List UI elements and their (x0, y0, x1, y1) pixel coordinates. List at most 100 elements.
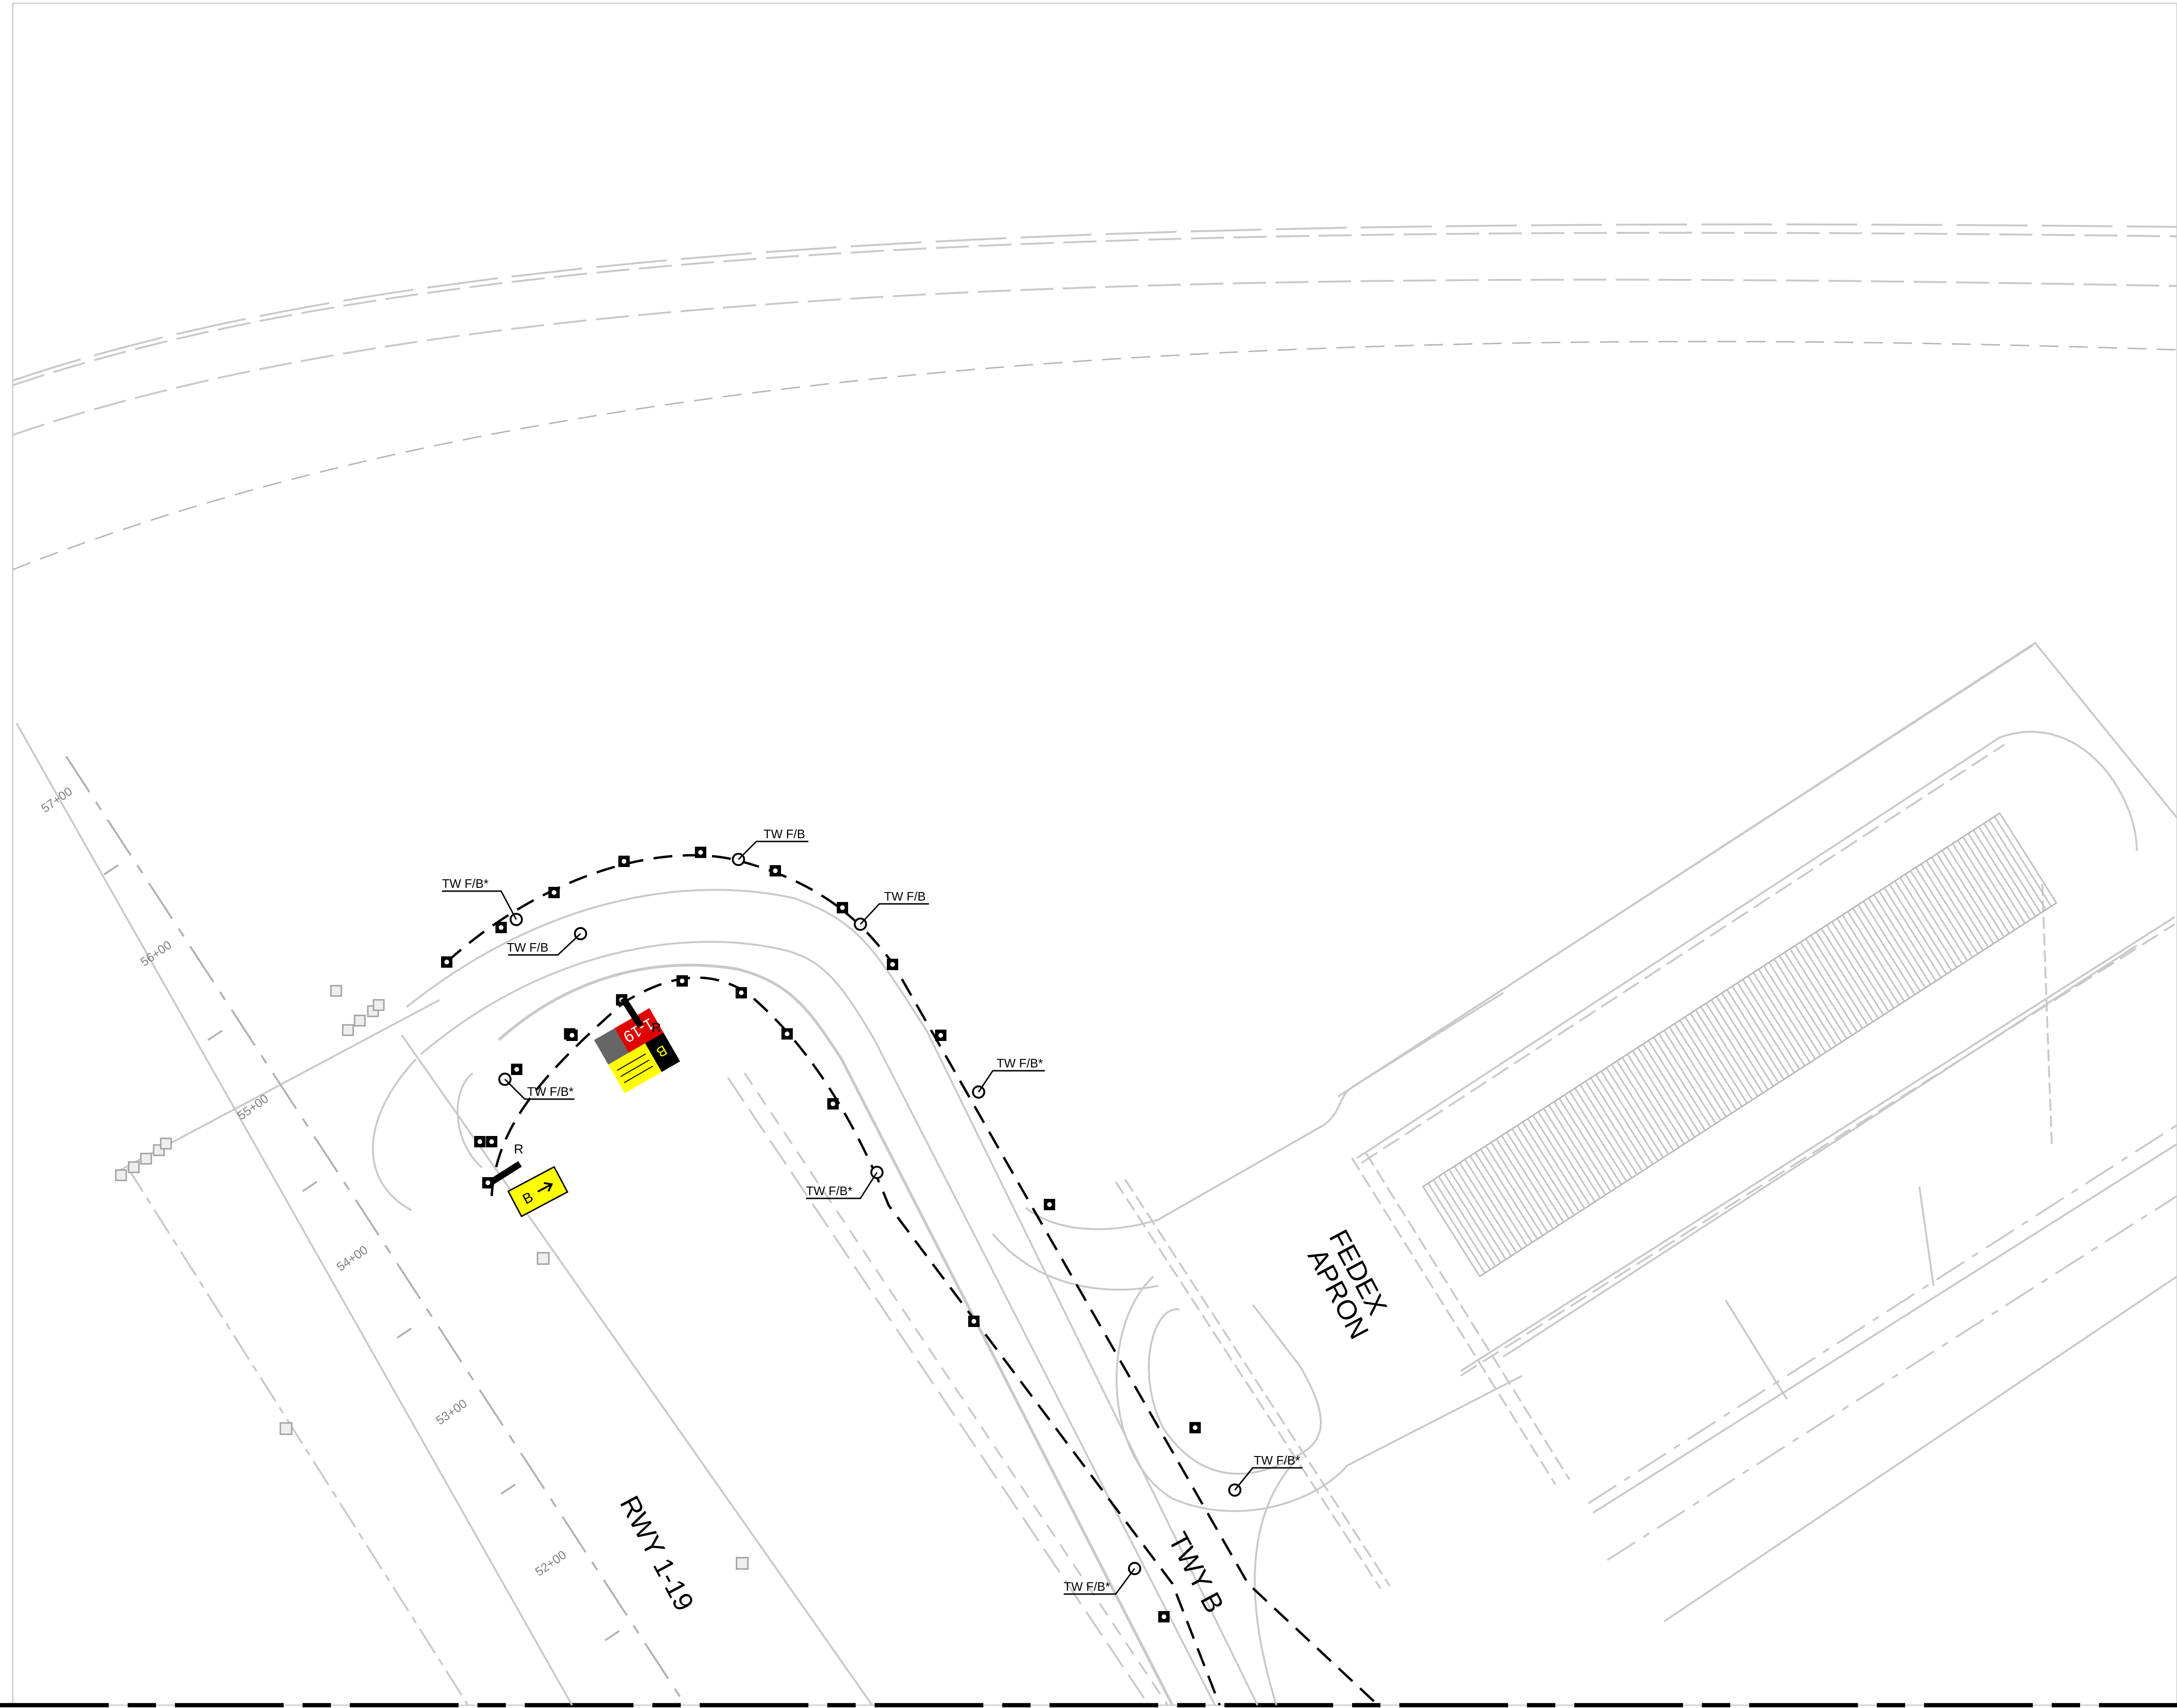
light-lens (570, 1033, 574, 1038)
hatch-line (1490, 1142, 1549, 1233)
station-label: 54+00 (334, 1242, 370, 1274)
hatch-line (1438, 1176, 1496, 1267)
hatch-line (1448, 1169, 1507, 1260)
apron-connector (992, 644, 2034, 1706)
hatch-line (1894, 880, 1952, 971)
station-label: 52+00 (532, 1547, 569, 1578)
hatch-line (1836, 918, 1895, 1009)
fixture-label-tw-fb-star: TW F/B* (1254, 1453, 1300, 1467)
hatch-line (1758, 969, 1816, 1060)
hatch-line (1559, 1098, 1617, 1189)
hatch-line (1752, 972, 1811, 1063)
hatch-line (1968, 833, 2026, 924)
hatch-line (1889, 884, 1947, 975)
hatch-line (1485, 1145, 1544, 1236)
hatch-line (1815, 931, 1874, 1023)
hatch-line (1705, 1003, 1764, 1093)
hatch-line (1831, 921, 1890, 1012)
fixture-label-tw-fb-star: TW F/B* (1064, 1579, 1110, 1594)
hatch-line (1432, 1179, 1491, 1270)
hatch-line (1532, 1115, 1591, 1205)
hatch-line (1690, 1013, 1748, 1104)
hatch-line (1931, 857, 1989, 948)
light-lens (489, 1139, 494, 1144)
light-lens (840, 905, 845, 910)
light-lens (622, 859, 626, 864)
arrow-right-icon (537, 1182, 553, 1193)
hatch-line (1805, 938, 1863, 1029)
hatch-line (1543, 1108, 1601, 1199)
hatch-line (1443, 1172, 1501, 1264)
hatch-line (1905, 874, 1963, 965)
station-ticks (103, 864, 620, 1641)
sign-base-markers (490, 997, 643, 1185)
hatch-line (1564, 1094, 1622, 1185)
fixture-label-tw-fb: TW F/B (763, 827, 805, 841)
runway-light-boxes (115, 985, 749, 1570)
hatch-line (1789, 948, 1847, 1040)
hatch-line (1553, 1101, 1612, 1192)
hatch-line (1422, 1186, 1481, 1277)
hatch-line (1973, 830, 2031, 920)
hatch-line (1454, 1166, 1512, 1257)
fixture-label-tw-fb-star: TW F/B* (806, 1184, 852, 1198)
hatch-line (1548, 1104, 1606, 1196)
hatch-line (1763, 965, 1821, 1056)
hatch-line (1778, 955, 1837, 1046)
light-lens (938, 1033, 943, 1038)
runway-label: RWY 1-19 (614, 1491, 700, 1616)
hatch-line (1978, 826, 2036, 917)
hatch-line (1663, 1030, 1722, 1121)
hatch-line (1605, 1067, 1664, 1158)
light-lens (831, 1101, 835, 1106)
hatch-line (1622, 1057, 1680, 1148)
hatch-line (1863, 901, 1921, 992)
hatch-line (1469, 1155, 1528, 1247)
hatch-line (1669, 1026, 1727, 1118)
fixture-label-tw-fb-star: TW F/B* (527, 1084, 573, 1099)
hatch-line (1857, 904, 1916, 995)
hatch-line (1868, 897, 1926, 988)
station-label: 53+00 (433, 1396, 469, 1427)
side-marker: R (514, 1142, 523, 1156)
hatch-line (1522, 1121, 1580, 1213)
hatch-line (1590, 1077, 1648, 1168)
hatch-line (1821, 928, 1879, 1019)
station-label: 57+00 (38, 784, 75, 815)
direction-sign: B (507, 1166, 569, 1218)
hatch-line (1695, 1009, 1753, 1101)
taxiway-light-circuit (446, 854, 1379, 1706)
hatch-line (1517, 1125, 1575, 1216)
hatch-line (1915, 867, 1973, 958)
hatch-line (1941, 850, 2000, 941)
fixture-label-tw-fb-star: TW F/B* (442, 876, 488, 891)
hatch-line (1873, 894, 1932, 985)
light-lens (1193, 1425, 1197, 1430)
hatch-line (1951, 843, 2010, 934)
hatch-line (1847, 911, 1905, 1002)
hatch-line (1983, 823, 2041, 914)
light-lens (1047, 1202, 1052, 1207)
light-lens (773, 868, 778, 873)
hatch-lines (1422, 813, 2057, 1277)
station-label: 55+00 (234, 1091, 271, 1122)
hatch-line (1800, 942, 1858, 1032)
hatch-line (1737, 982, 1795, 1073)
hatch-line (1852, 908, 1910, 998)
light-lens (514, 1067, 519, 1072)
hatch-line (1810, 935, 1868, 1026)
hatch-line (1679, 1020, 1737, 1110)
hatch-line (1700, 1006, 1759, 1097)
hatch-line (1936, 853, 1995, 944)
hatch-line (1632, 1050, 1690, 1141)
hatch-line (1506, 1132, 1564, 1222)
hatch-line (1585, 1081, 1643, 1172)
hatch-line (1459, 1162, 1517, 1253)
light-lens (1162, 1614, 1166, 1619)
hatch-line (1637, 1047, 1695, 1138)
light-lens (680, 979, 685, 983)
light-lens (698, 850, 703, 855)
hatch-line (1653, 1037, 1711, 1127)
light-lens (486, 1180, 490, 1185)
